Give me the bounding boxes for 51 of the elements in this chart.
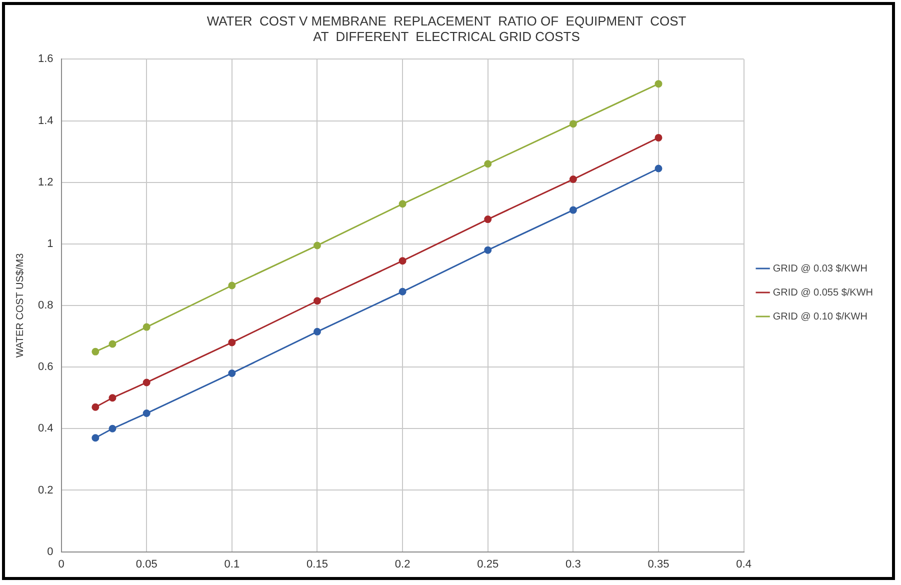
point: [142, 323, 150, 331]
point: [92, 348, 100, 356]
legend-label: GRID @ 0.055 $/KWH: [772, 287, 874, 298]
point: [654, 164, 662, 172]
point: [313, 242, 321, 250]
x-tick-label: 0: [58, 558, 64, 570]
point: [108, 424, 116, 432]
text: AT DIFFERENT ELECTRICAL GRID COSTS: [313, 28, 580, 44]
point: [108, 394, 116, 402]
point: [484, 246, 492, 254]
point: [398, 257, 406, 265]
point: [569, 176, 577, 184]
legend-label: GRID @ 0.10 $/KWH: [772, 311, 868, 322]
point: [142, 410, 150, 418]
point: [228, 369, 236, 377]
point: [108, 340, 116, 348]
legend-label: GRID @ 0.03 $/KWH: [772, 263, 868, 274]
y-tick-label: 0.4: [38, 422, 54, 435]
point: [142, 378, 150, 386]
x-tick-label: 0.2: [394, 558, 410, 570]
point: [569, 206, 577, 214]
point: [313, 328, 321, 336]
x-tick-label: 0.4: [736, 558, 752, 570]
y-tick-label: 0: [47, 546, 54, 558]
point: [569, 120, 577, 128]
point: [654, 80, 662, 88]
x-tick-label: 0.25: [477, 558, 499, 570]
y-tick-label: 1.2: [38, 176, 54, 188]
point: [92, 403, 100, 411]
x-tick-label: 0.35: [648, 558, 670, 570]
y-tick-label: 0.8: [38, 300, 54, 312]
y-tick-label: 1.4: [38, 114, 54, 127]
point: [398, 288, 406, 296]
x-tick-label: 0.1: [224, 558, 240, 570]
point: [398, 200, 406, 208]
y-tick-label: 0.6: [38, 361, 54, 374]
x-tick-label: 0.3: [566, 558, 581, 570]
point: [484, 216, 492, 224]
point: [92, 434, 100, 442]
point: [484, 160, 492, 168]
point: [654, 134, 662, 142]
point: [313, 297, 321, 305]
y-tick-label: 1: [47, 238, 54, 250]
point: [228, 338, 236, 346]
point: [228, 282, 236, 290]
x-tick-label: 0.15: [306, 558, 328, 570]
y-tick-label: 0.2: [38, 484, 54, 496]
x-tick-label: 0.05: [136, 558, 158, 570]
text: WATER COST V MEMBRANE REPLACEMENT RATIO OF EQUIPMENT COST: [206, 13, 686, 28]
y-tick-label: 1.6: [38, 53, 54, 66]
y-axis-title: WATER COST US$/M3: [14, 252, 26, 358]
